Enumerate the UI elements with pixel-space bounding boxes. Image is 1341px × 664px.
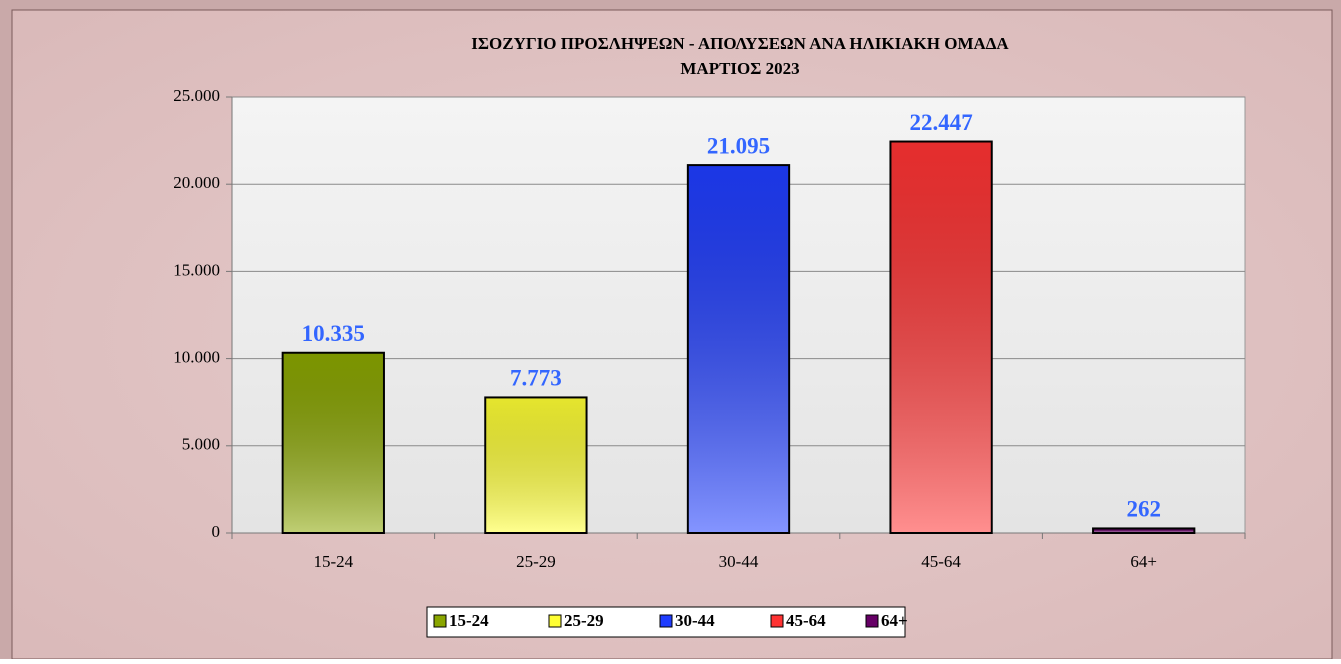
legend-swatch [433,614,447,628]
x-tick-label: 30-44 [719,552,759,571]
x-tick-label: 64+ [1130,552,1157,571]
legend-swatch [865,614,879,628]
y-tick-label: 5.000 [182,435,220,454]
legend-swatch [659,614,673,628]
y-tick-label: 10.000 [173,348,220,367]
chart-title: ΙΣΟΖΥΓΙΟ ΠΡΟΣΛΗΨΕΩΝ - ΑΠΟΛΥΣΕΩΝ ΑΝΑ ΗΛΙΚ… [471,34,1009,53]
x-tick-label: 15-24 [313,552,353,571]
x-tick-label: 45-64 [921,552,961,571]
y-tick-label: 25.000 [173,86,220,105]
y-tick-label: 0 [212,522,221,541]
bar-shade [891,142,991,532]
x-tick-label: 25-29 [516,552,556,571]
y-tick-label: 20.000 [173,173,220,192]
legend-label: 15-24 [449,611,489,630]
bar-shade [283,353,383,532]
legend-swatch [770,614,784,628]
legend-swatch [548,614,562,628]
legend-label: 30-44 [675,611,715,630]
y-tick-label: 15.000 [173,260,220,279]
legend-label: 64+ [881,611,908,630]
data-label: 21.095 [707,133,770,158]
bar-shade [688,166,789,532]
legend-label: 45-64 [786,611,826,630]
bar-shade [486,398,586,532]
bar-shade [1094,529,1194,532]
data-label: 7.773 [510,366,562,391]
legend-label: 25-29 [564,611,604,630]
data-label: 262 [1126,497,1161,522]
data-label: 22.447 [909,110,972,135]
chart-subtitle: ΜΑΡΤΙΟΣ 2023 [680,59,799,78]
data-label: 10.335 [302,321,365,346]
